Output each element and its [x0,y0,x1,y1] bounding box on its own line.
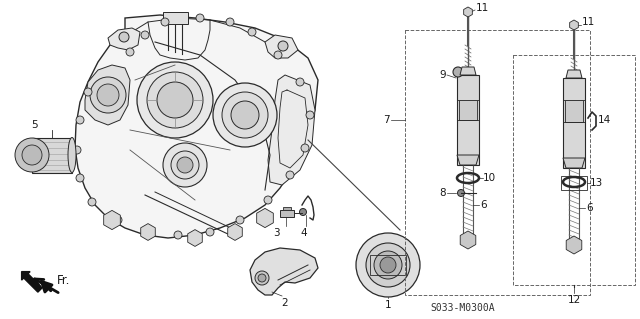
Text: 8: 8 [440,188,446,198]
Bar [32,138,72,173]
Polygon shape [250,248,318,295]
Circle shape [255,271,269,285]
Circle shape [114,216,122,224]
Polygon shape [460,67,476,75]
Text: 3: 3 [273,228,279,238]
Circle shape [366,243,410,287]
Circle shape [144,228,152,236]
Circle shape [258,274,266,282]
Text: 5: 5 [32,120,38,130]
Polygon shape [22,271,42,292]
Circle shape [171,151,199,179]
Polygon shape [563,158,585,168]
Polygon shape [85,65,130,125]
Circle shape [206,228,214,236]
Circle shape [300,209,307,216]
Circle shape [76,174,84,182]
Circle shape [88,198,96,206]
Circle shape [15,138,49,172]
Polygon shape [257,208,273,227]
Text: 6: 6 [586,203,593,213]
Circle shape [380,257,396,273]
Circle shape [458,189,465,197]
Circle shape [226,18,234,26]
Text: 10: 10 [483,173,496,183]
Bar [513,55,635,285]
Polygon shape [188,230,202,246]
Text: 4: 4 [301,228,307,238]
Circle shape [264,196,272,204]
Bar [561,176,587,190]
Text: 6: 6 [480,200,486,210]
Text: 11: 11 [582,17,595,27]
Text: S033-M0300A: S033-M0300A [430,303,495,313]
Text: 13: 13 [590,178,604,188]
Circle shape [76,116,84,124]
Circle shape [73,146,81,154]
Circle shape [141,31,149,39]
Circle shape [22,145,42,165]
Text: Fr.: Fr. [57,273,70,286]
Bar [405,30,590,295]
Circle shape [236,216,244,224]
Circle shape [248,28,256,36]
Circle shape [306,111,314,119]
Polygon shape [457,155,479,165]
Circle shape [157,82,193,118]
Circle shape [231,101,259,129]
Ellipse shape [68,137,76,173]
Text: 9: 9 [440,70,446,80]
Text: 11: 11 [476,3,489,13]
Bar [457,75,479,165]
Circle shape [90,77,126,113]
Bar [565,100,583,122]
Text: 12: 12 [568,295,580,305]
Circle shape [196,14,204,22]
Polygon shape [265,35,298,58]
Polygon shape [463,7,472,17]
Bar [563,78,585,168]
Polygon shape [104,211,120,230]
Circle shape [286,171,294,179]
Bar [280,210,294,217]
Circle shape [374,251,402,279]
Text: 7: 7 [383,115,390,125]
Bar [163,12,188,24]
Circle shape [84,88,92,96]
Circle shape [453,67,463,77]
Polygon shape [75,15,318,238]
Polygon shape [141,224,156,241]
Circle shape [174,231,182,239]
Circle shape [356,233,420,297]
Bar [283,207,291,210]
Circle shape [301,144,309,152]
Circle shape [177,157,193,173]
Circle shape [119,32,129,42]
Circle shape [278,41,288,51]
Circle shape [213,83,277,147]
Text: 1: 1 [385,300,391,310]
Circle shape [147,72,203,128]
Circle shape [161,18,169,26]
Bar [370,255,406,275]
Circle shape [296,78,304,86]
Text: 2: 2 [282,298,288,308]
Polygon shape [570,20,579,30]
Text: 14: 14 [598,115,611,125]
Bar [459,100,477,120]
Circle shape [163,143,207,187]
Polygon shape [268,75,315,185]
Circle shape [222,92,268,138]
Polygon shape [460,231,476,249]
Circle shape [137,62,213,138]
Polygon shape [228,224,243,241]
Polygon shape [566,236,582,254]
Circle shape [274,51,282,59]
Circle shape [126,48,134,56]
Polygon shape [108,28,140,50]
Circle shape [97,84,119,106]
Polygon shape [566,70,582,78]
